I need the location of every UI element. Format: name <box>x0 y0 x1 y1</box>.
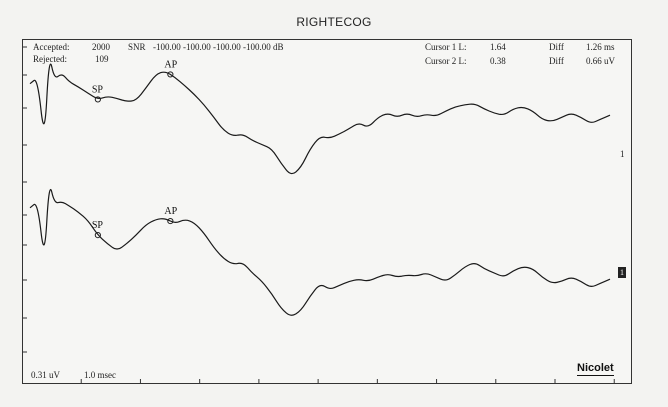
trace-1 <box>29 63 611 175</box>
amplitude-scale: 0.31 uV <box>31 370 60 380</box>
accepted-label: Accepted: <box>33 42 70 52</box>
cursor-marker-sp <box>94 96 101 103</box>
snr-values: -100.00 -100.00 -100.00 -100.00 dB <box>153 42 284 52</box>
nicolet-logo: Nicolet <box>577 362 614 376</box>
cursor-marker-ap <box>167 71 174 78</box>
time-scale: 1.0 msec <box>84 370 116 380</box>
cursor-label-sp: SP <box>92 220 104 231</box>
cursor2-value: 0.38 <box>490 56 506 66</box>
diff2-value: 0.66 uV <box>586 56 615 66</box>
diff1-value: 1.26 ms <box>586 42 615 52</box>
cursor1-value: 1.64 <box>490 42 506 52</box>
cursor-label-sp: SP <box>92 84 104 95</box>
diff1-label: Diff <box>549 42 564 52</box>
snr-label: SNR <box>128 42 146 52</box>
chart-title: RIGHTECOG <box>296 15 372 29</box>
channel-1-marker: 1 <box>620 149 625 159</box>
diff2-label: Diff <box>549 56 564 66</box>
accepted-value: 2000 <box>92 42 110 52</box>
trace-2 <box>29 188 611 316</box>
channel-2-marker[interactable]: 1 <box>618 267 626 278</box>
cursor-marker-ap <box>167 217 174 225</box>
cursor-label-ap: AP <box>164 59 177 70</box>
plot-frame <box>22 39 632 384</box>
cursor-marker-sp <box>94 232 101 239</box>
cursor1-label: Cursor 1 L: <box>425 42 467 52</box>
rejected-value: 109 <box>95 54 109 64</box>
cursor-label-ap: AP <box>164 206 177 217</box>
rejected-label: Rejected: <box>33 54 67 64</box>
cursor2-label: Cursor 2 L: <box>425 56 467 66</box>
